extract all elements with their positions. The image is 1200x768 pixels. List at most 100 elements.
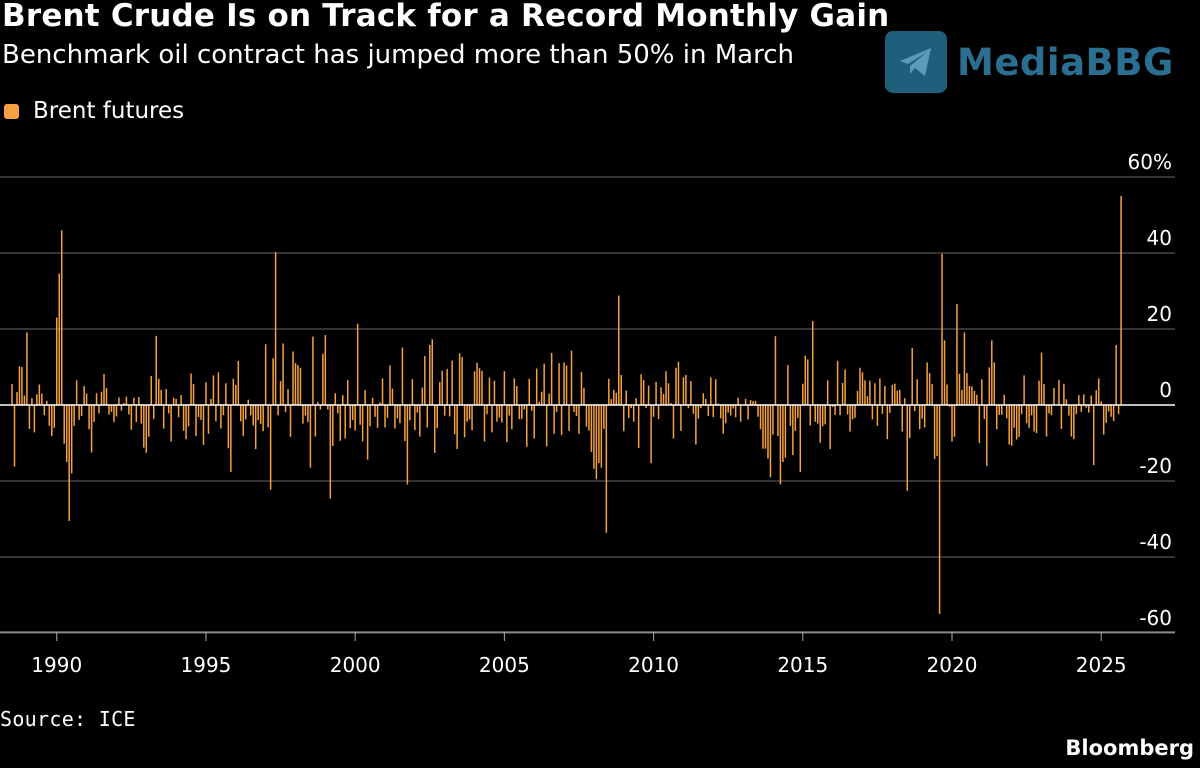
bar <box>1015 405 1018 440</box>
bar <box>65 405 68 462</box>
bar <box>839 405 841 416</box>
bar <box>227 405 230 449</box>
bar <box>931 384 933 405</box>
bar <box>16 392 18 405</box>
bar <box>513 378 516 405</box>
bar <box>762 405 764 449</box>
bar <box>254 405 257 450</box>
bar <box>968 386 971 405</box>
bar <box>359 405 361 425</box>
bar <box>829 405 831 450</box>
bar <box>426 405 429 428</box>
bar <box>63 405 65 444</box>
bar <box>192 384 195 405</box>
bars <box>11 196 1122 614</box>
bar <box>466 405 468 422</box>
x-tick-label: 2005 <box>479 653 530 677</box>
bar <box>630 405 632 409</box>
bar <box>344 405 346 439</box>
bar <box>1110 405 1112 417</box>
bar <box>573 405 575 412</box>
bar <box>493 380 496 405</box>
telegram-plane-icon <box>885 31 947 93</box>
bar <box>555 405 558 412</box>
bar <box>794 405 797 431</box>
bar <box>212 375 215 405</box>
bar <box>889 405 891 413</box>
bar <box>632 405 635 422</box>
bar <box>292 351 294 405</box>
bar <box>662 393 665 405</box>
bar <box>623 405 625 432</box>
bar <box>424 355 426 405</box>
legend: Brent futures <box>4 98 184 124</box>
bar <box>1005 405 1008 419</box>
bar <box>180 395 182 405</box>
bar <box>220 405 222 429</box>
bar <box>526 405 528 447</box>
bar <box>165 389 167 405</box>
bar <box>667 383 670 405</box>
bar <box>36 394 38 405</box>
bar <box>391 388 394 405</box>
bar <box>956 303 958 405</box>
bar <box>757 405 759 417</box>
bar <box>1088 405 1090 413</box>
bar <box>302 405 304 424</box>
bar <box>43 405 46 416</box>
bar <box>983 405 986 420</box>
bar <box>747 405 749 420</box>
bar <box>652 405 655 417</box>
bar <box>190 373 192 405</box>
bar <box>782 405 784 462</box>
bar <box>598 405 600 464</box>
bar <box>284 405 287 413</box>
bar <box>160 389 162 405</box>
bar <box>242 405 245 437</box>
bar <box>578 405 580 434</box>
bar <box>110 405 113 412</box>
bar <box>351 405 354 421</box>
bar <box>200 405 202 420</box>
bar <box>289 405 292 437</box>
bar <box>60 230 63 405</box>
bar <box>282 343 284 405</box>
bar <box>453 405 456 435</box>
bar <box>386 405 389 418</box>
bar <box>95 393 98 405</box>
bar <box>1028 405 1030 428</box>
bar <box>41 393 43 405</box>
bar <box>908 405 911 439</box>
bar <box>816 405 819 424</box>
bar <box>225 383 227 405</box>
bar <box>672 405 675 439</box>
bar <box>150 376 153 405</box>
bar <box>682 377 685 405</box>
watermark-text: MediaBBG <box>957 40 1174 84</box>
bar <box>879 378 881 405</box>
bar <box>779 405 782 485</box>
bar <box>508 405 511 416</box>
bar <box>1023 375 1025 405</box>
bar <box>926 362 928 405</box>
bar <box>976 394 978 405</box>
bar <box>861 372 864 405</box>
bar <box>690 381 692 405</box>
bar <box>496 405 498 422</box>
bar <box>448 405 451 417</box>
bar <box>988 367 991 405</box>
bar <box>155 335 157 405</box>
bar <box>247 399 249 405</box>
bar <box>1102 405 1105 435</box>
bar <box>314 405 317 437</box>
bar <box>1093 405 1095 466</box>
bar <box>404 405 406 442</box>
bar <box>1038 380 1040 405</box>
bar <box>603 405 605 429</box>
bar <box>1033 405 1035 432</box>
bar <box>349 405 351 429</box>
bar <box>936 405 938 456</box>
bar <box>834 405 836 415</box>
bar <box>175 398 177 405</box>
bar <box>167 405 170 414</box>
